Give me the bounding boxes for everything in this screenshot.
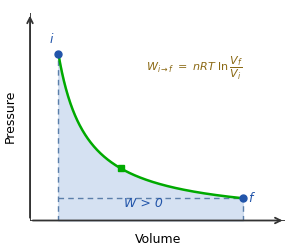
Text: $W_{i\rightarrow f}\ =\ nRT\ \ln\dfrac{V_f}{V_i}$: $W_{i\rightarrow f}\ =\ nRT\ \ln\dfrac{V… [146, 55, 243, 82]
Text: i: i [50, 33, 53, 46]
Text: Volume: Volume [134, 233, 181, 245]
Text: f: f [248, 192, 252, 205]
Text: W > 0: W > 0 [124, 197, 163, 210]
Text: Pressure: Pressure [4, 90, 16, 143]
